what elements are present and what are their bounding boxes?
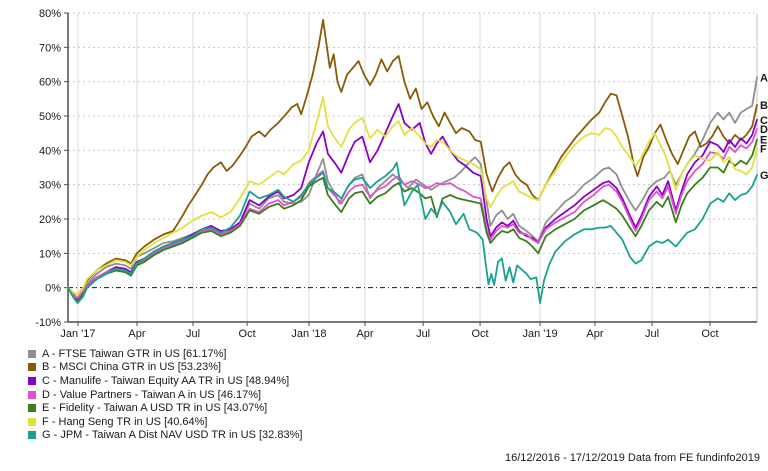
- date-range-and-source-text: 16/12/2016 - 17/12/2019 Data from FE fun…: [504, 452, 760, 464]
- legend-item-F: F - Hang Seng TR in US [40.64%]: [28, 415, 302, 429]
- legend-swatch-D: [28, 390, 36, 399]
- legend-label-F: F - Hang Seng TR in US [40.64%]: [42, 415, 208, 428]
- series-line-C: [67, 103, 758, 301]
- y-axis-tick-label: 30%: [39, 180, 61, 192]
- y-axis-tick-label: 50%: [39, 111, 61, 123]
- x-axis-tick-label: Oct: [701, 328, 718, 340]
- y-axis-tick-label: -10%: [35, 317, 61, 329]
- x-axis-tick-label: Jul: [186, 328, 200, 340]
- series-end-label-A: A: [760, 73, 768, 85]
- x-axis-tick-label: Jan '17: [60, 328, 95, 340]
- legend-swatch-A: [28, 349, 36, 358]
- series-line-F: [67, 96, 758, 296]
- x-axis-tick-label: Jul: [416, 328, 430, 340]
- legend-item-G: G - JPM - Taiwan A Dist NAV USD TR in US…: [28, 429, 302, 443]
- data-source-footer: 16/12/2016 - 17/12/2019 Data from FE fun…: [505, 452, 760, 464]
- y-axis-tick-label: 80%: [39, 8, 61, 20]
- series-end-label-B: B: [760, 100, 768, 112]
- legend-label-A: A - FTSE Taiwan GTR in US [61.17%]: [42, 347, 227, 360]
- series-end-label-G: G: [760, 170, 768, 182]
- y-axis-tick-label: 0%: [45, 283, 61, 295]
- x-axis-tick-label: Jan '18: [291, 328, 326, 340]
- x-axis-tick-label: Apr: [586, 328, 603, 340]
- y-axis-tick-label: 60%: [39, 77, 61, 89]
- performance-line-chart: 80% 70% 60% 50% 40% 30% 20% 10% 0% -10%Jan '17 Apr…: [35, 8, 768, 340]
- legend-swatch-F: [28, 417, 36, 426]
- series-line-G: [67, 161, 758, 304]
- legend-item-E: E - Fidelity - Taiwan A USD TR in US [43…: [28, 401, 302, 415]
- x-axis-tick-label: Jul: [645, 328, 659, 340]
- legend-label-B: B - MSCI China GTR in US [53.23%]: [42, 361, 222, 374]
- x-axis-tick-label: Apr: [128, 328, 145, 340]
- y-axis-tick-label: 20%: [39, 214, 61, 226]
- legend-item-C: C - Manulife - Taiwan Equity AA TR in US…: [28, 374, 302, 388]
- legend-label-C: C - Manulife - Taiwan Equity AA TR in US…: [42, 374, 290, 387]
- x-axis-tick-label: Oct: [239, 328, 256, 340]
- x-axis-tick-label: Oct: [471, 328, 488, 340]
- series-end-label-F: F: [760, 143, 767, 155]
- series-line-B: [67, 19, 758, 296]
- series-line-D: [67, 128, 758, 299]
- legend-item-D: D - Value Partners - Taiwan A in US [46.…: [28, 388, 302, 402]
- series-line-E: [67, 138, 758, 303]
- x-axis-tick-label: Apr: [356, 328, 373, 340]
- series-end-label-E: E: [760, 135, 767, 147]
- series-end-label-D: D: [760, 124, 768, 136]
- legend-item-B: B - MSCI China GTR in US [53.23%]: [28, 361, 302, 375]
- y-axis-tick-label: 10%: [39, 248, 61, 260]
- legend-label-G: G - JPM - Taiwan A Dist NAV USD TR in US…: [42, 429, 303, 442]
- legend-label-E: E - Fidelity - Taiwan A USD TR in US [43…: [42, 402, 268, 415]
- y-axis-tick-label: 40%: [39, 145, 61, 157]
- legend-label-D: D - Value Partners - Taiwan A in US [46.…: [42, 388, 262, 401]
- legend-item-A: A - FTSE Taiwan GTR in US [61.17%]: [28, 347, 302, 361]
- legend-swatch-G: [28, 431, 36, 440]
- legend-swatch-E: [28, 404, 36, 413]
- x-axis-tick-label: Jan '19: [523, 328, 558, 340]
- legend-swatch-B: [28, 363, 36, 372]
- legend-swatch-C: [28, 376, 36, 385]
- y-axis-tick-label: 70%: [39, 42, 61, 54]
- series-end-label-C: C: [760, 115, 768, 127]
- chart-legend: A - FTSE Taiwan GTR in US [61.17%] B - MS…: [28, 347, 302, 442]
